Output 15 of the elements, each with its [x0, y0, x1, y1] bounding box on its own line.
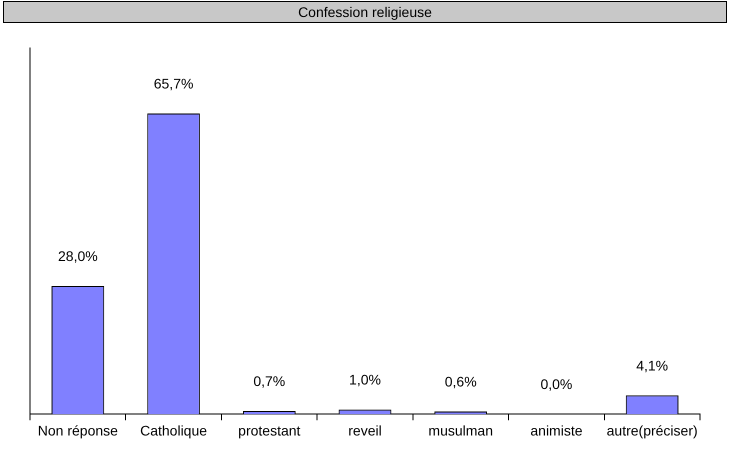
data-label: 65,7% [154, 75, 194, 92]
data-label: 4,1% [636, 357, 668, 374]
chart-title: Confession religieuse [3, 1, 727, 23]
data-label: 0,7% [253, 372, 286, 389]
x-tick-label: Catholique [140, 422, 208, 438]
x-tick-label: protestant [238, 422, 301, 438]
x-tick-label: reveil [348, 422, 382, 438]
data-label: 0,6% [444, 373, 477, 390]
x-tick-label: Non réponse [38, 422, 118, 438]
data-label: 28,0% [58, 248, 98, 264]
data-label: 1,0% [349, 371, 381, 388]
x-tick-label: musulman [428, 422, 494, 438]
x-tick-label: autre(préciser) [606, 422, 698, 438]
x-tick-label: animiste [530, 422, 583, 438]
data-label: 0,0% [540, 376, 572, 392]
